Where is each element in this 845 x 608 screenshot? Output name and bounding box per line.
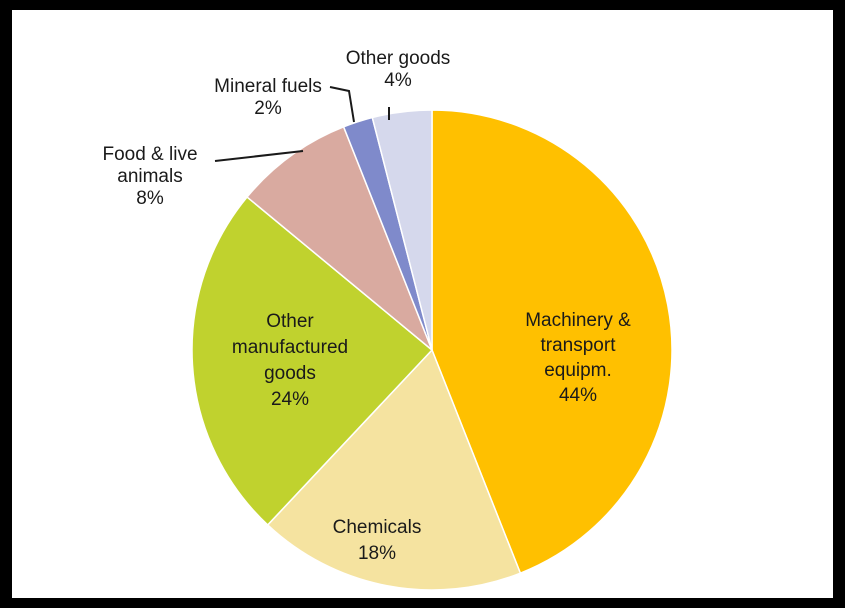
slice-category-label: Food & live — [102, 144, 197, 165]
slice-category-label: Mineral fuels — [214, 76, 322, 97]
pie-slice — [191, 195, 434, 527]
pie-slice — [371, 109, 433, 351]
leader-lines — [214, 86, 390, 162]
slice-value-label: 4% — [384, 70, 412, 91]
slice-value-label: 24% — [271, 389, 309, 410]
slice-labels: Machinery & transport equipm. 44% Chemicals 1… — [102, 48, 631, 564]
slice-category-label: equipm. — [544, 360, 612, 381]
pie-slice — [266, 348, 522, 591]
leader-line — [329, 86, 355, 123]
slice-category-label: Other goods — [346, 48, 451, 69]
slice-category-label: transport — [541, 335, 617, 356]
slice-category-label: Machinery & — [525, 310, 631, 331]
slice-category-label: manufactured — [232, 337, 348, 358]
slice-category-label: goods — [264, 363, 316, 384]
slice-value-label: 18% — [358, 543, 396, 564]
slice-value-label: 2% — [254, 98, 282, 119]
leader-line — [214, 150, 304, 162]
pie-slice — [246, 125, 433, 351]
slice-value-label: 44% — [559, 385, 597, 406]
slice-category-label: animals — [117, 166, 182, 187]
pie-slices — [191, 109, 673, 591]
slice-category-label: Chemicals — [333, 517, 422, 538]
slice-category-label: Other — [266, 311, 314, 332]
pie-slice — [431, 109, 673, 575]
slice-value-label: 8% — [136, 188, 164, 209]
